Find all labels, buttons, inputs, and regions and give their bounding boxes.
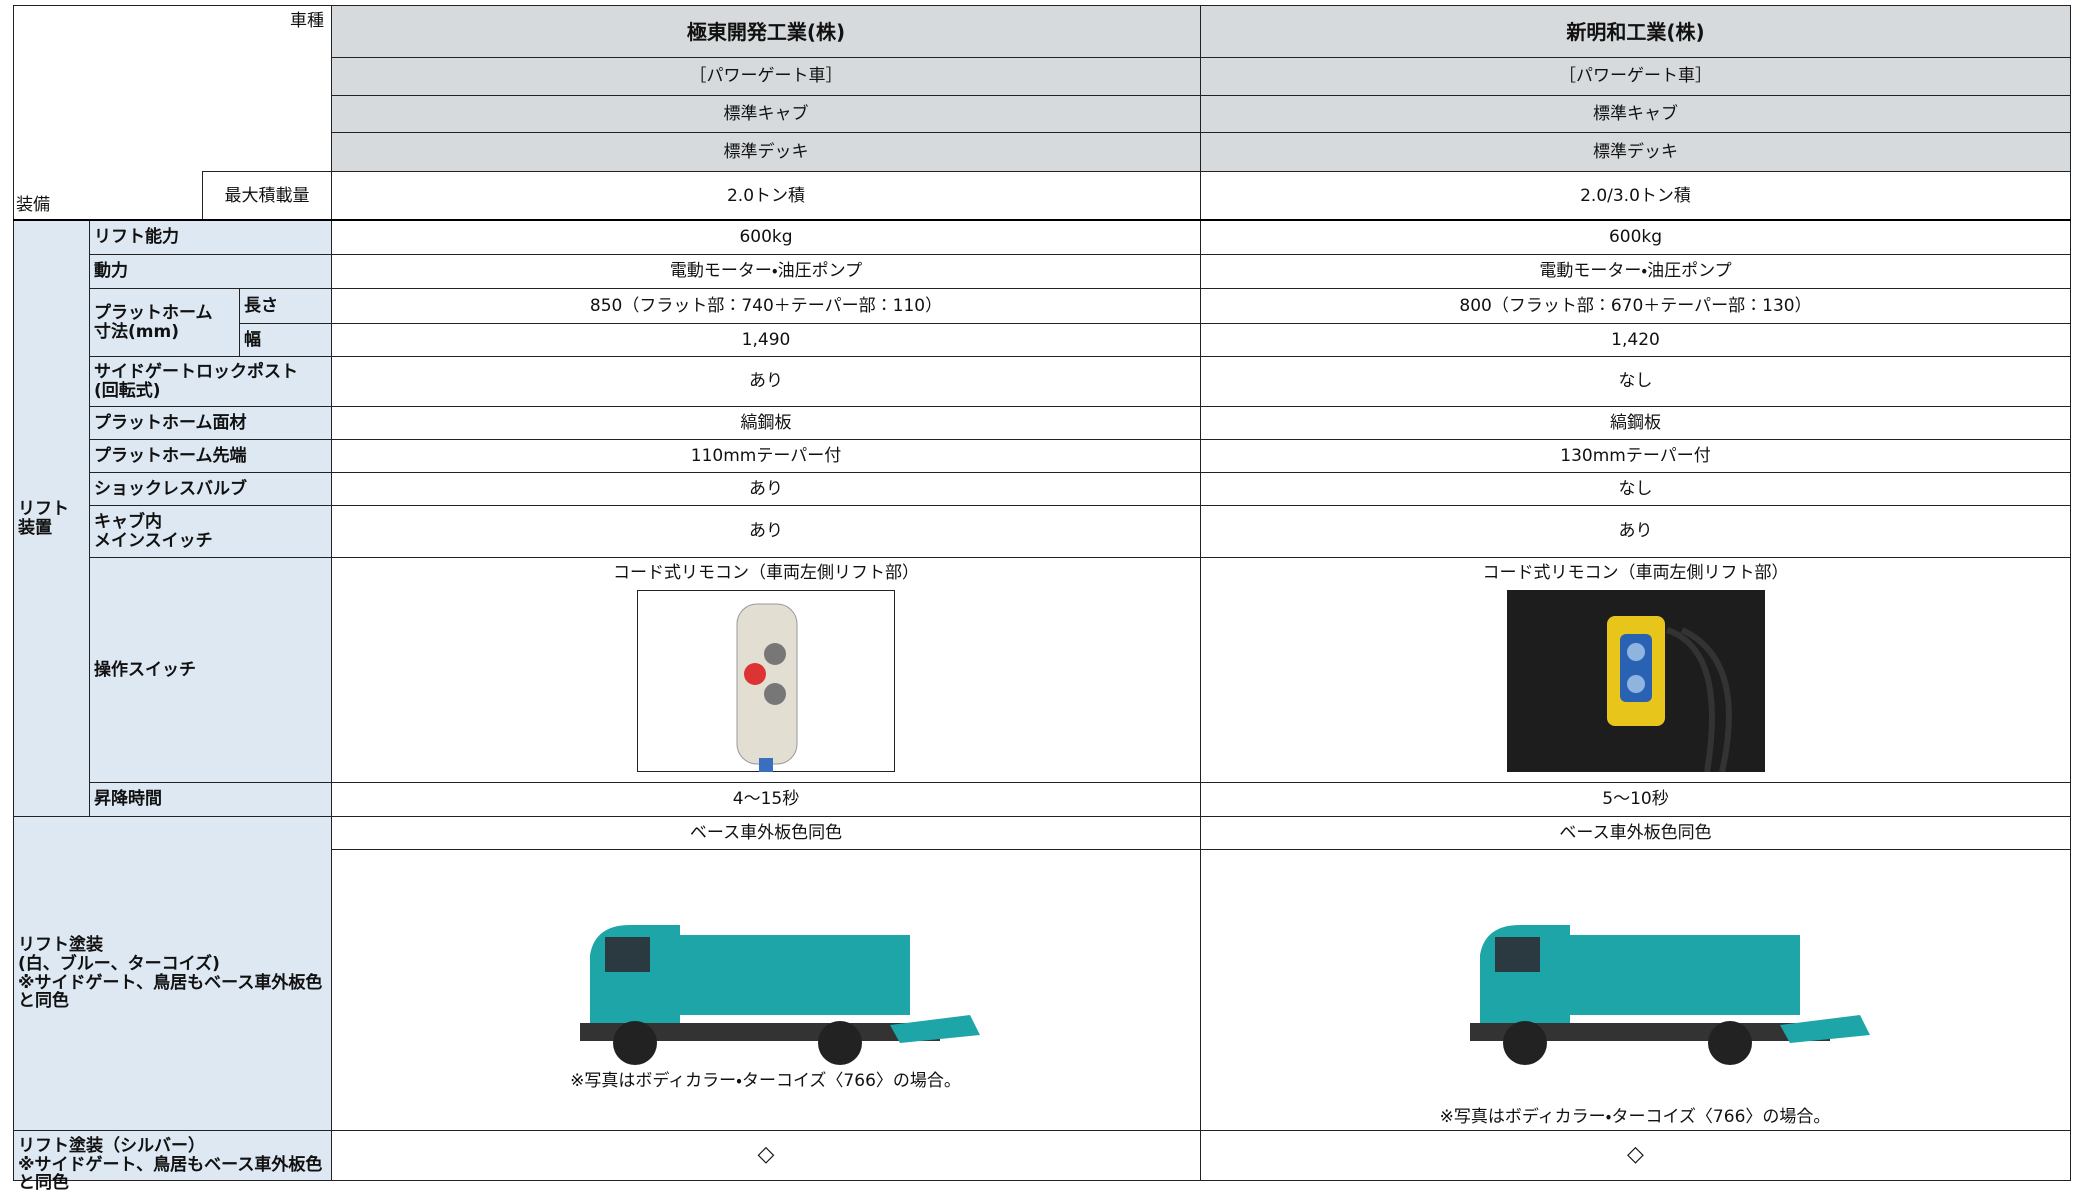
row-label: プラットホーム面材 — [89, 406, 332, 440]
header-max-load: 2.0トン積 — [331, 171, 1201, 221]
row-label: リフト能力 — [89, 220, 332, 255]
remote-image — [637, 590, 895, 772]
row-label: 動力 — [89, 254, 332, 289]
lift-section-label: リフト 装置 — [13, 220, 90, 817]
header-type: ［パワーゲート車］ — [331, 57, 1201, 96]
row-label: 昇降時間 — [89, 782, 332, 817]
row-label: ショックレスバルブ — [89, 472, 332, 506]
header-type: ［パワーゲート車］ — [1200, 57, 2071, 96]
header-maker: 新明和工業(株) — [1200, 5, 2071, 58]
row-value: 5〜10秒 — [1200, 782, 2071, 817]
row-value: 1,490 — [331, 323, 1201, 357]
equipment-label: 装備 — [16, 195, 50, 215]
truck-image — [580, 925, 980, 1065]
row-value: あり — [331, 472, 1201, 506]
silver-value: ◇ — [1200, 1130, 2071, 1181]
row-value: あり — [331, 505, 1201, 558]
row-value: なし — [1200, 356, 2071, 407]
row-value: 850（フラット部：740＋テーパー部：110） — [331, 288, 1201, 324]
row-label: プラットホーム 寸法(mm) — [89, 288, 240, 357]
paint-value: ベース車外板色同色 — [1200, 816, 2071, 850]
row-value: 130mmテーパー付 — [1200, 439, 2071, 473]
paint-value: ベース車外板色同色 — [331, 816, 1201, 850]
max-load-label: 最大積載量 — [202, 171, 332, 221]
remote-image — [1507, 590, 1765, 772]
row-value: 600kg — [1200, 220, 2071, 255]
row-value: あり — [331, 356, 1201, 407]
photo-caption: ※写真はボディカラー・ターコイズ〈766〉の場合。 — [1439, 1107, 1831, 1127]
row-label: プラットホーム先端 — [89, 439, 332, 473]
row-value: 4〜15秒 — [331, 782, 1201, 817]
photo-caption: ※写真はボディカラー・ターコイズ〈766〉の場合。 — [570, 1071, 961, 1091]
silver-label: リフト塗装（シルバー） ※サイドゲート、鳥居もベース車外板色と同色 — [13, 1130, 332, 1193]
row-label: キャブ内 メインスイッチ — [89, 505, 332, 558]
row-sublabel: 長さ — [239, 288, 332, 324]
row-sublabel: 幅 — [239, 323, 332, 357]
header-maker: 極東開発工業(株) — [331, 5, 1201, 58]
header-max-load: 2.0/3.0トン積 — [1200, 171, 2071, 221]
row-value: 1,420 — [1200, 323, 2071, 357]
row-label: サイドゲートロックポスト (回転式) — [89, 356, 332, 407]
row-value: 110mmテーパー付 — [331, 439, 1201, 473]
row-value: 縞鋼板 — [331, 406, 1201, 440]
truck-image — [1470, 925, 1870, 1065]
row-value: 800（フラット部：670＋テーパー部：130） — [1200, 288, 2071, 324]
row-value: 電動モーター・油圧ポンプ — [331, 254, 1201, 289]
silver-value: ◇ — [331, 1130, 1201, 1181]
row-value: 縞鋼板 — [1200, 406, 2071, 440]
header-deck: 標準デッキ — [331, 132, 1201, 172]
vehicle-type-label: 車種 — [290, 11, 324, 31]
row-label: 操作スイッチ — [89, 557, 332, 783]
row-value: あり — [1200, 505, 2071, 558]
row-value: 600kg — [331, 220, 1201, 255]
header-deck: 標準デッキ — [1200, 132, 2071, 172]
header-cab: 標準キャブ — [331, 95, 1201, 133]
paint-label: リフト塗装 (白、ブルー、ターコイズ) ※サイドゲート、鳥居もベース車外板色と同… — [13, 816, 332, 1131]
row-value: なし — [1200, 472, 2071, 506]
row-value: 電動モーター・油圧ポンプ — [1200, 254, 2071, 289]
header-divider — [13, 219, 2071, 221]
header-cab: 標準キャブ — [1200, 95, 2071, 133]
